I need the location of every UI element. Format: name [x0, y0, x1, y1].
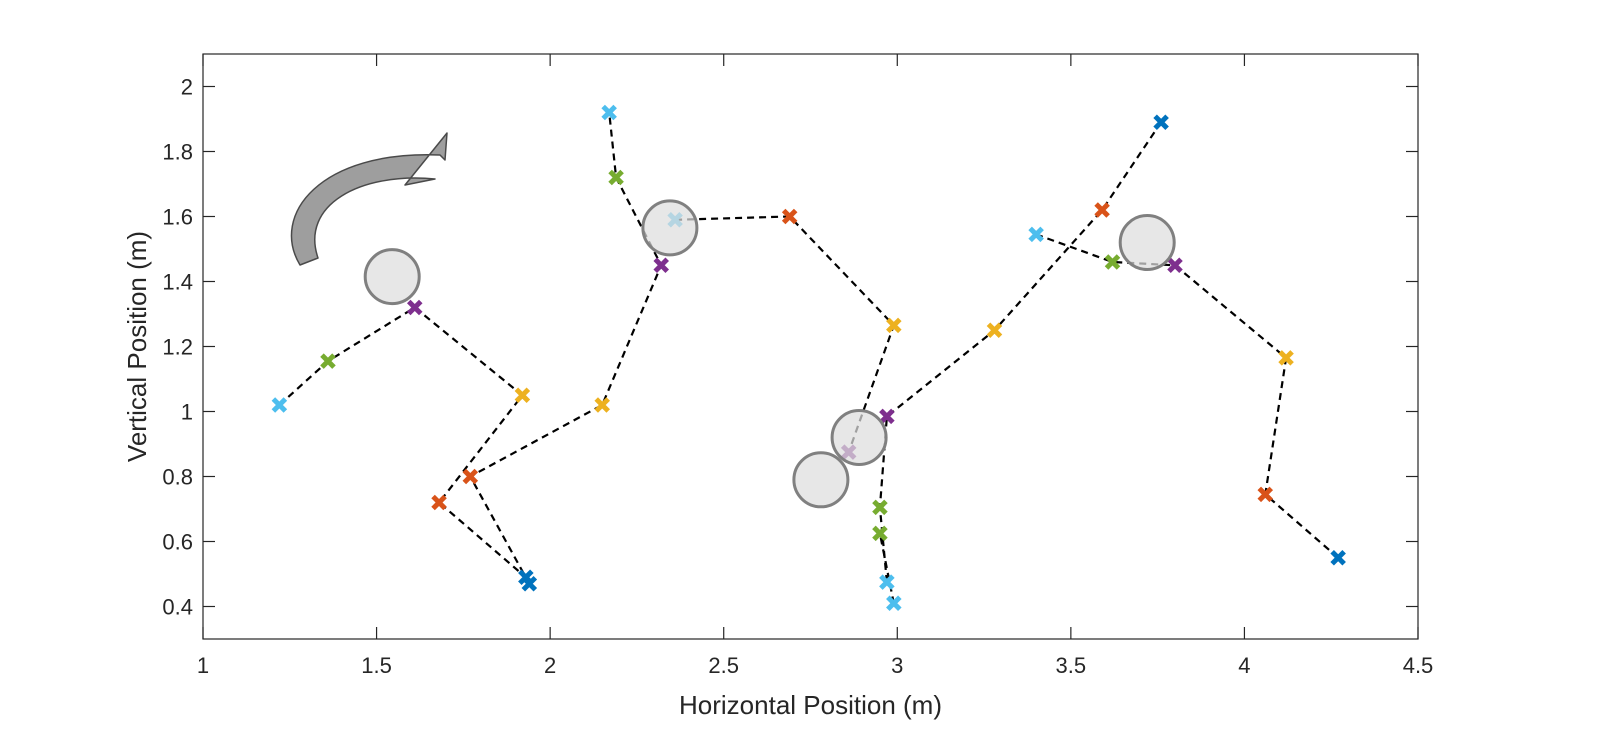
y-tick-label: 1 — [181, 400, 193, 425]
data-point-6-5 — [1257, 486, 1274, 503]
data-point-6-2 — [1104, 254, 1121, 270]
y-tick-label: 1.6 — [162, 205, 193, 230]
y-ticks: 0.4 0.6 0.8 1 1.2 1.4 1.6 1.8 2 — [162, 75, 1418, 620]
data-point-6-3 — [1167, 257, 1183, 274]
x-tick-label: 1.5 — [361, 653, 392, 678]
trajectory-line-2 — [468, 112, 663, 585]
y-tick-label: 1.4 — [162, 270, 193, 295]
data-point-1-1 — [271, 397, 288, 413]
obstacle-circle-1 — [363, 248, 421, 306]
data-point-1-3 — [406, 299, 423, 316]
data-point-4-5 — [872, 499, 888, 516]
axes-box — [202, 53, 1419, 640]
obstacle-circle-2 — [641, 199, 699, 257]
trajectory-line-1 — [278, 306, 527, 579]
data-point-5-2 — [872, 525, 888, 542]
data-point-1-4 — [514, 387, 531, 404]
data-point-2-1 — [521, 575, 538, 592]
data-point-2-2 — [462, 468, 479, 485]
x-tick-label: 3 — [891, 653, 903, 678]
x-tick-label: 4 — [1238, 653, 1250, 678]
data-point-5-1 — [886, 595, 902, 612]
data-point-2-3 — [594, 397, 610, 413]
data-point-4-3 — [986, 322, 1003, 339]
y-tick-label: 2 — [181, 75, 193, 100]
data-point-6-4 — [1278, 350, 1294, 366]
curved-arrow-annotation — [290, 132, 448, 266]
data-point-1-2 — [320, 353, 336, 369]
x-ticks: 1 1.5 2 2.5 3 3.5 4 4.5 — [197, 54, 1433, 678]
data-point-2-4 — [653, 257, 669, 274]
obstacle-circle-5 — [1118, 214, 1176, 271]
obstacle-circle-3 — [830, 409, 888, 466]
data-point-2-5 — [608, 169, 624, 186]
data-point-2-6 — [601, 104, 617, 121]
data-point-4-6 — [879, 574, 895, 590]
obstacle-circle-4 — [792, 451, 850, 509]
data-point-1-5 — [431, 494, 447, 511]
x-tick-label: 4.5 — [1403, 653, 1434, 678]
data-point-4-1 — [1153, 114, 1169, 131]
x-tick-label: 2 — [544, 653, 556, 678]
trajectory-line-4 — [878, 121, 1163, 583]
data-point-3-3 — [886, 317, 902, 334]
x-tick-label: 1 — [197, 653, 209, 678]
x-axis-label: Horizontal Position (m) — [679, 690, 942, 720]
data-point-6-6 — [1330, 549, 1346, 566]
y-tick-label: 1.8 — [162, 140, 193, 165]
x-tick-label: 2.5 — [708, 653, 739, 678]
axes — [202, 53, 1419, 640]
trajectory-line-5 — [878, 533, 895, 604]
data-point-6-1 — [1028, 226, 1044, 243]
y-tick-label: 0.8 — [162, 465, 193, 490]
y-tick-label: 1.2 — [162, 335, 193, 360]
data-point-3-2 — [781, 208, 798, 225]
data-point-4-2 — [1094, 202, 1110, 218]
curved-arrow-icon — [290, 132, 448, 266]
trajectory-line-6 — [1035, 233, 1339, 559]
plot-area — [271, 104, 1346, 612]
y-axis-label: Vertical Position (m) — [122, 231, 152, 462]
y-tick-label: 0.4 — [162, 595, 193, 620]
x-tick-label: 3.5 — [1056, 653, 1087, 678]
y-tick-label: 0.6 — [162, 530, 193, 555]
data-point-4-4 — [879, 408, 895, 425]
